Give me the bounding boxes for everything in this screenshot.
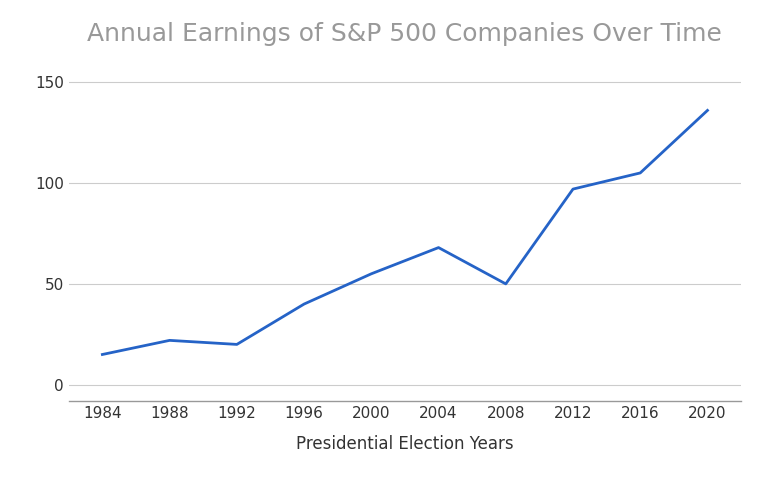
- X-axis label: Presidential Election Years: Presidential Election Years: [296, 435, 513, 453]
- Title: Annual Earnings of S&P 500 Companies Over Time: Annual Earnings of S&P 500 Companies Ove…: [88, 22, 722, 46]
